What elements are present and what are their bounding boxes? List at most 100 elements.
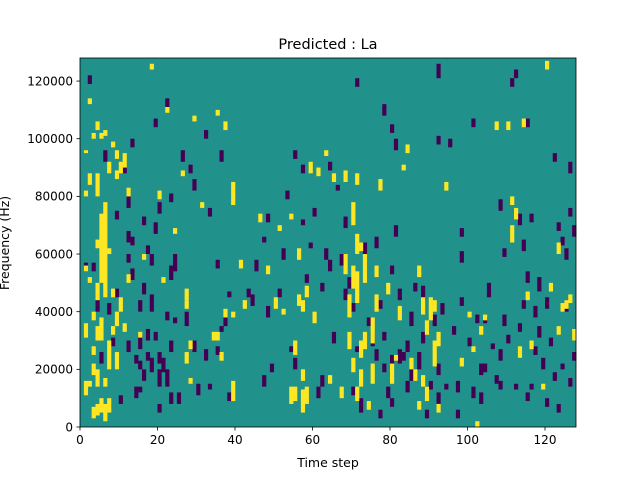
heatmap-cell-low — [428, 380, 433, 390]
heatmap-cell-low — [91, 262, 96, 272]
heatmap-cell-high — [91, 346, 96, 355]
heatmap-cell-low — [300, 164, 306, 174]
heatmap-cell-high — [258, 213, 263, 223]
heatmap-cell-low — [223, 317, 228, 327]
heatmap-cell-high — [459, 357, 464, 367]
y-tick-label: 60000 — [35, 247, 73, 261]
heatmap-cell-low — [165, 311, 170, 321]
heatmap-cell-low — [572, 225, 577, 237]
heatmap-cell-low — [568, 161, 573, 174]
heatmap-cell-low — [145, 328, 151, 341]
heatmap-cell-low — [149, 294, 154, 312]
heatmap-cell-high — [87, 380, 92, 387]
heatmap-cell-low — [421, 285, 426, 301]
heatmap-cell-high — [331, 173, 337, 182]
heatmap-cell-high — [378, 179, 383, 191]
heatmap-cell-low — [289, 346, 294, 353]
heatmap-cell-low — [436, 363, 441, 376]
heatmap-cell-low — [556, 222, 561, 231]
heatmap-cell-high — [421, 375, 426, 387]
heatmap-cell-high — [572, 328, 577, 341]
heatmap-cell-low — [378, 300, 383, 309]
heatmap-cell-high — [351, 202, 356, 226]
heatmap-cell-low — [227, 392, 232, 402]
heatmap-cell-low — [126, 340, 131, 353]
heatmap-cell-low — [269, 363, 275, 373]
heatmap-cell-high — [223, 121, 228, 131]
heatmap-cell-high — [238, 259, 244, 269]
heatmap-cell-low — [142, 216, 147, 226]
heatmap-cell-low — [552, 372, 557, 381]
heatmap-cell-high — [362, 331, 368, 350]
heatmap-cell-high — [308, 161, 313, 174]
heatmap-cell-low — [328, 259, 333, 272]
heatmap-cell-high — [107, 161, 112, 174]
heatmap-cell-high — [424, 386, 430, 402]
heatmap-cell-low — [525, 392, 530, 402]
heatmap-cell-high — [289, 213, 294, 220]
y-tick-label: 0 — [65, 420, 73, 434]
heatmap-cell-low — [525, 118, 530, 128]
heatmap-cell-high — [192, 115, 197, 122]
heatmap-cell-high — [436, 403, 441, 413]
heatmap-cell-high — [111, 326, 116, 335]
heatmap-cell-low — [498, 199, 503, 211]
heatmap-cell-high — [556, 242, 561, 255]
heatmap-cell-low — [165, 98, 170, 108]
heatmap-cell-low — [145, 245, 151, 255]
heatmap-cell-high — [304, 285, 309, 298]
heatmap-cell-low — [521, 239, 526, 252]
heatmap-cell-high — [347, 331, 352, 350]
heatmap-cell-low — [130, 268, 135, 280]
heatmap-cell-low — [215, 346, 220, 355]
heatmap-cell-low — [545, 398, 550, 407]
heatmap-cell-low — [347, 277, 352, 289]
heatmap-cell-high — [424, 320, 430, 335]
heatmap-cell-high — [417, 401, 422, 410]
heatmap-cell-low — [436, 63, 441, 79]
heatmap-cell-high — [436, 331, 441, 347]
heatmap-cell-low — [467, 337, 472, 347]
heatmap-cell-high — [161, 277, 166, 283]
heatmap-cell-low — [517, 213, 523, 226]
heatmap-cell-high — [494, 121, 499, 131]
heatmap-cell-high — [289, 386, 294, 404]
heatmap-cell-high — [510, 225, 515, 243]
heatmap-cell-low — [130, 138, 135, 148]
heatmap-cell-low — [95, 300, 100, 312]
heatmap-cell-low — [432, 314, 437, 327]
heatmap-cell-high — [95, 121, 100, 131]
heatmap-cell-high — [99, 398, 104, 413]
heatmap-cell-high — [328, 375, 333, 384]
heatmap-cell-high — [521, 118, 526, 128]
x-tick-label: 40 — [227, 433, 242, 447]
heatmap-cell-high — [180, 170, 185, 177]
heatmap-cell-high — [467, 311, 472, 318]
heatmap-cell-low — [138, 300, 143, 312]
heatmap-cell-high — [219, 352, 224, 361]
heatmap-cell-high — [359, 340, 364, 358]
y-tick-label: 100000 — [27, 132, 73, 146]
heatmap-cell-low — [138, 334, 143, 350]
heatmap-cell-low — [390, 398, 395, 407]
heatmap-cell-high — [300, 300, 306, 312]
heatmap-cell-high — [142, 254, 147, 260]
heatmap-cell-low — [134, 386, 139, 399]
heatmap-cell-high — [300, 389, 306, 413]
heatmap-cell-low — [548, 337, 554, 347]
heatmap-cell-high — [114, 150, 120, 159]
heatmap-cell-high — [316, 167, 321, 177]
heatmap-cell-low — [417, 352, 422, 370]
heatmap-cell-low — [459, 297, 464, 306]
heatmap-cell-low — [560, 236, 565, 246]
heatmap-cell-high — [405, 144, 410, 154]
heatmap-cell-low — [560, 363, 565, 370]
heatmap-cell-low — [134, 354, 139, 364]
heatmap-cell-low — [126, 196, 131, 208]
x-tick-label: 80 — [382, 433, 397, 447]
heatmap-cell-high — [215, 331, 220, 341]
x-axis: 0 20 40 60 80 100 120 — [76, 427, 556, 447]
heatmap-cell-high — [510, 196, 515, 206]
x-tick-label: 0 — [76, 433, 84, 447]
